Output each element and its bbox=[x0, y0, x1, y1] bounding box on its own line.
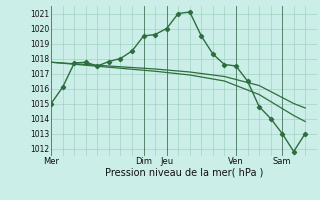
X-axis label: Pression niveau de la mer( hPa ): Pression niveau de la mer( hPa ) bbox=[105, 168, 263, 178]
